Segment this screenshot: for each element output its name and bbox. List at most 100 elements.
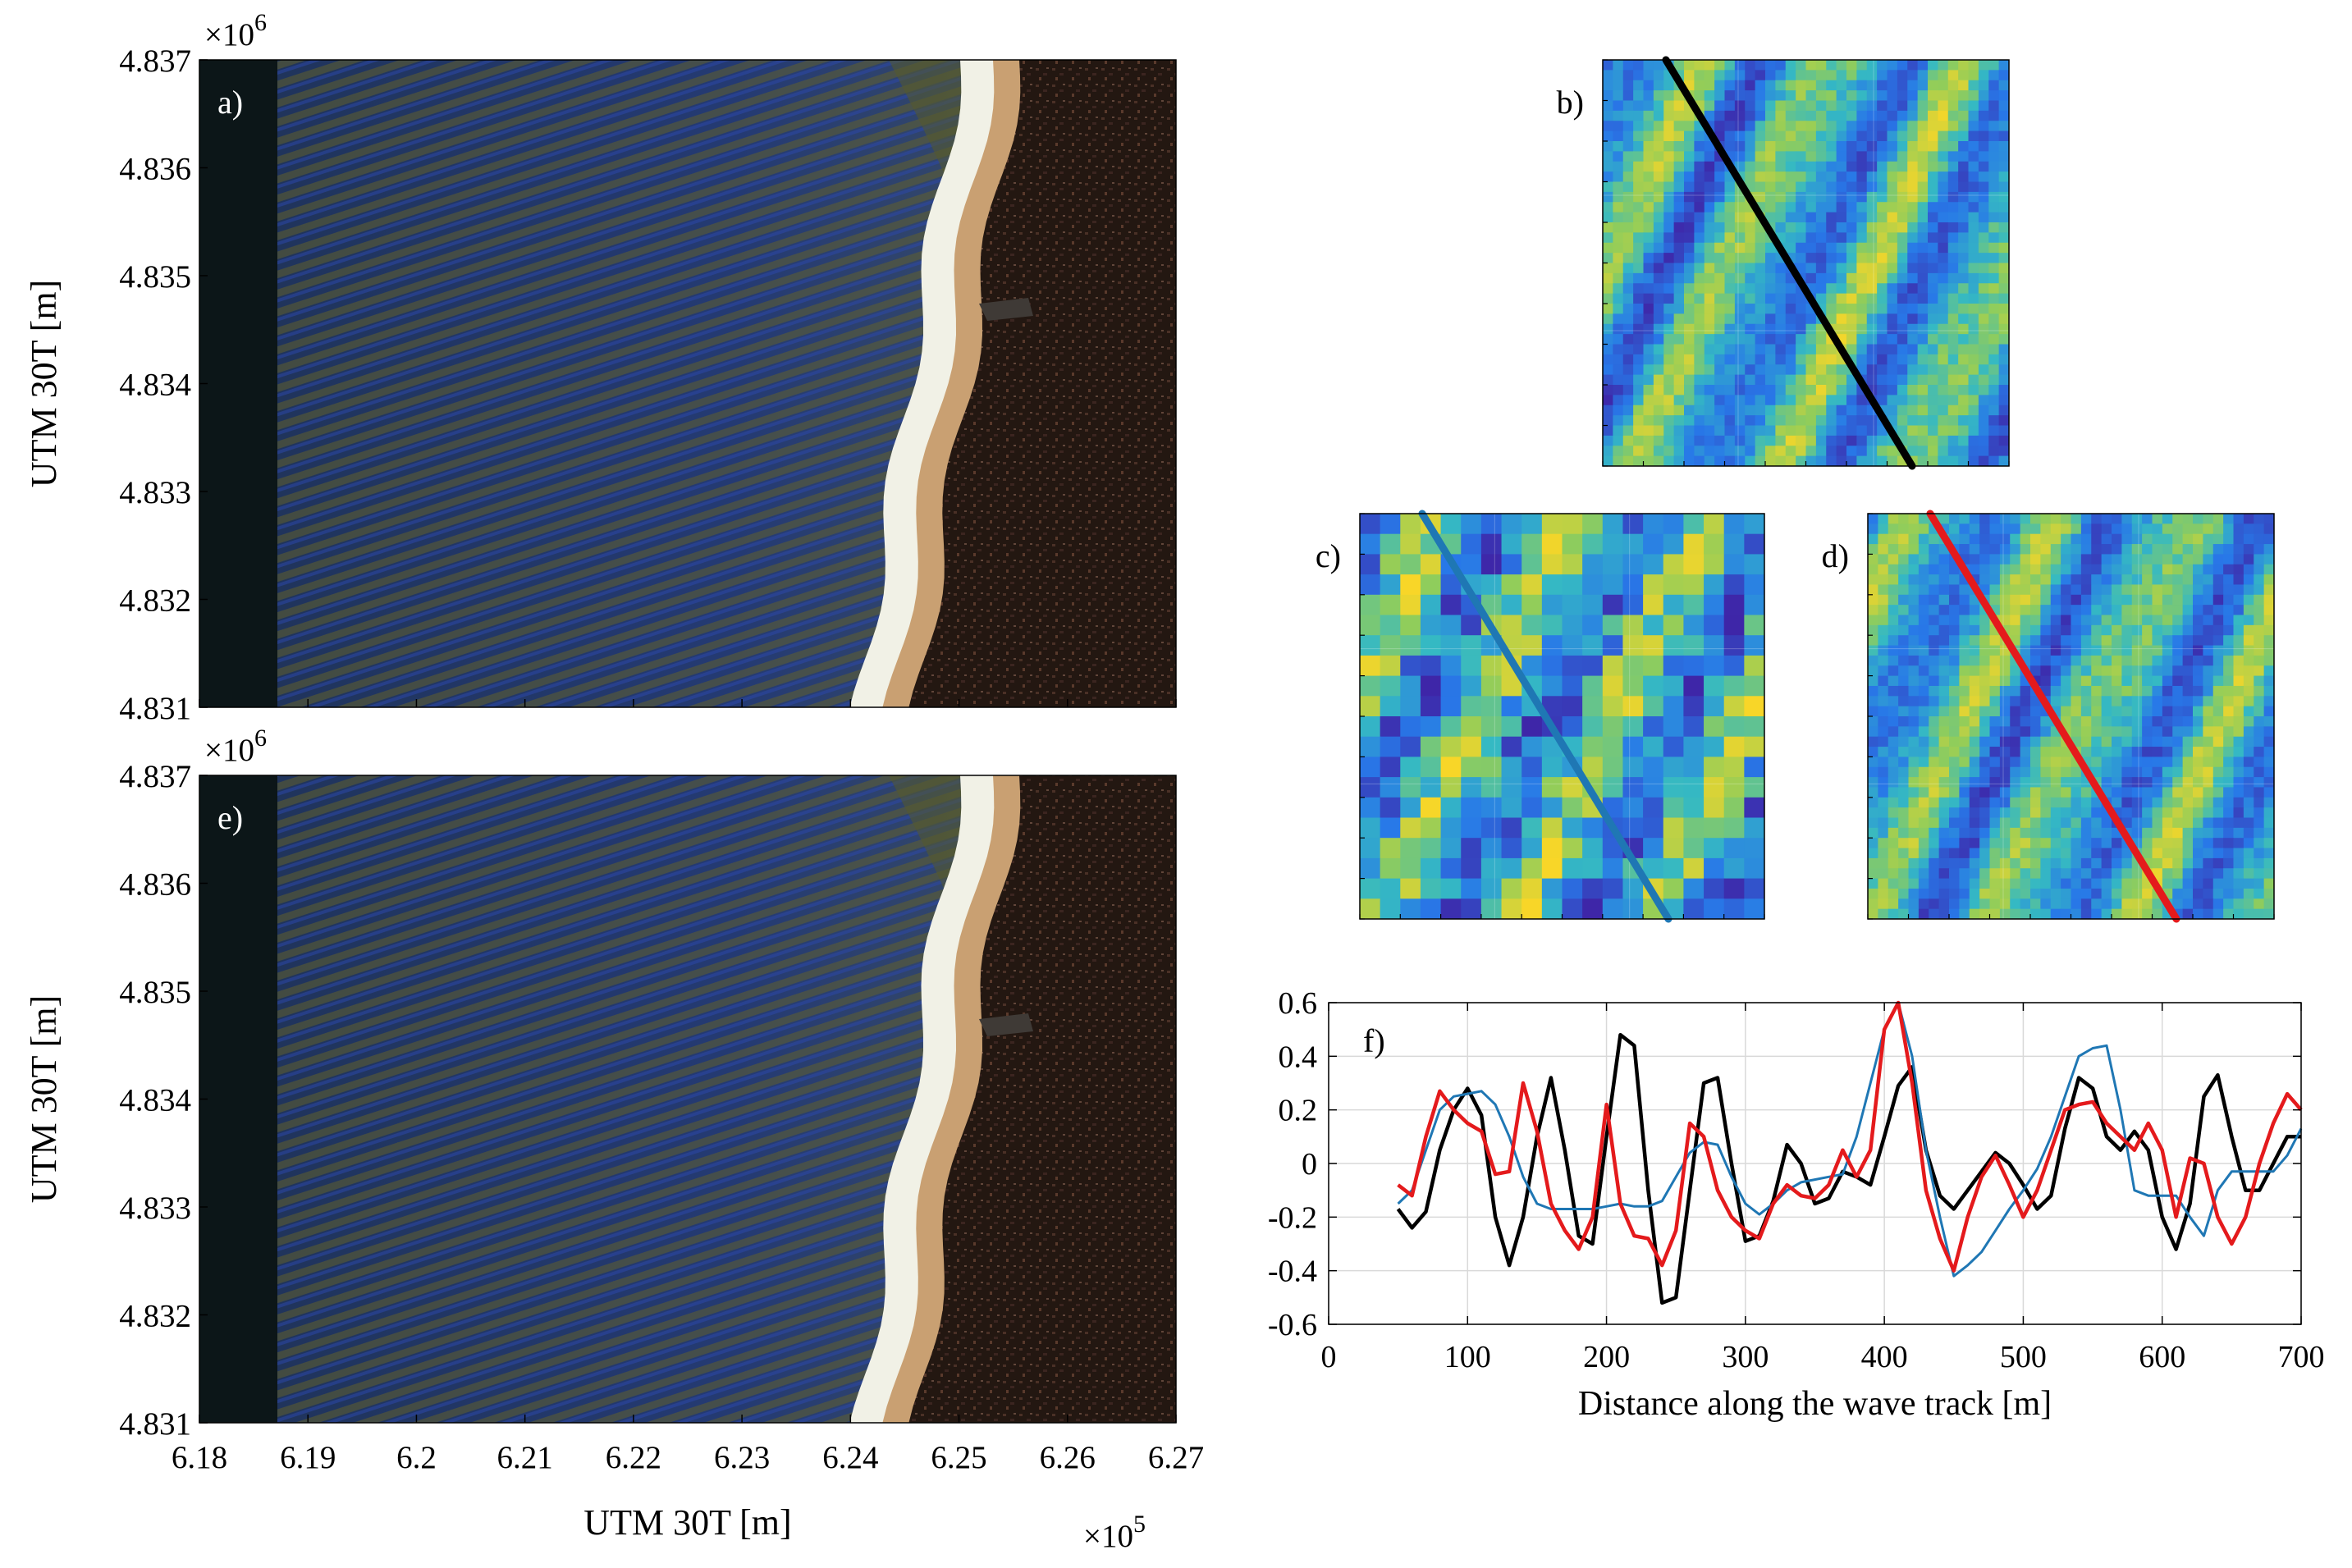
field-cell: [1878, 706, 1889, 717]
field-cell: [1683, 878, 1705, 899]
field-cell: [1969, 685, 1980, 697]
field-cell: [1714, 344, 1726, 355]
field-cell: [1562, 533, 1583, 555]
field-cell: [1958, 323, 1970, 335]
field-cell: [1938, 655, 1950, 666]
field-cell: [1360, 736, 1381, 757]
field-cell: [2182, 857, 2194, 869]
field-cell: [1978, 161, 1989, 172]
field-cell: [2162, 645, 2173, 656]
field-cell: [1684, 151, 1695, 162]
field-cell: [2223, 564, 2235, 575]
field-cell: [2080, 675, 2092, 687]
nodata-strip: [199, 60, 277, 707]
field-cell: [1846, 263, 1857, 274]
field-cell: [1622, 222, 1634, 233]
field-cell: [1918, 888, 1929, 899]
field-cell: [2121, 777, 2133, 789]
field-cell: [1887, 70, 1898, 81]
field-cell: [1785, 323, 1796, 335]
field-cell: [2131, 514, 2143, 524]
field-cell: [1765, 385, 1776, 395]
field-cell: [1805, 272, 1817, 284]
field-cell: [2061, 827, 2072, 839]
field-cell: [1958, 354, 1970, 365]
field-cell: [2101, 817, 2112, 829]
field-cell: [2030, 564, 2041, 575]
field-cell: [1613, 415, 1624, 427]
field-cell: [2142, 523, 2153, 535]
field-cell: [1969, 624, 1980, 636]
field-cell: [2050, 675, 2061, 687]
field-cell: [1868, 624, 1878, 636]
field-cell: [1613, 202, 1624, 213]
field-cell: [1380, 817, 1401, 839]
field-cell: [2233, 827, 2244, 839]
field-cell: [1878, 777, 1889, 789]
field-cell: [1877, 70, 1888, 81]
field-cell: [1704, 212, 1715, 223]
field-cell: [2243, 827, 2254, 839]
field-cell: [1929, 797, 1940, 808]
field-cell: [1928, 334, 1938, 345]
field-cell: [1815, 405, 1827, 416]
field-cell: [1694, 60, 1705, 71]
field-cell: [1998, 415, 2009, 427]
field-cell: [2142, 797, 2153, 808]
field-cell: [2112, 655, 2122, 666]
field-cell: [1949, 726, 1960, 738]
field-cell: [1917, 334, 1929, 345]
field-cell: [1603, 202, 1613, 213]
field-cell: [1929, 726, 1940, 738]
field-cell: [1541, 514, 1563, 535]
field-cell: [1765, 181, 1776, 193]
field-cell: [1928, 161, 1938, 172]
field-cell: [1622, 455, 1634, 466]
field-cell: [1734, 202, 1746, 213]
field-cell: [1360, 533, 1381, 555]
field-cell: [1755, 304, 1766, 314]
field-cell: [1653, 304, 1664, 314]
field-cell: [1979, 624, 1991, 636]
field-cell: [2112, 696, 2122, 707]
field-cell: [2101, 766, 2112, 778]
field-cell: [1704, 757, 1725, 778]
field-cell: [2142, 766, 2153, 778]
field-cell: [1602, 757, 1624, 778]
field-cell: [1999, 675, 2011, 687]
field-cell: [1958, 242, 1970, 254]
field-cell: [1673, 374, 1685, 386]
field-cell: [1796, 191, 1807, 203]
field-cell: [1947, 334, 1959, 345]
field-cell: [2061, 908, 2072, 919]
field-cell: [1480, 777, 1503, 798]
field-cell: [1603, 80, 1613, 91]
field-cell: [2223, 878, 2235, 889]
field-cell: [2193, 726, 2203, 738]
field-cell: [2203, 757, 2214, 768]
field-cell: [2080, 726, 2092, 738]
field-cell: [2193, 838, 2203, 849]
field-cell: [1796, 121, 1807, 132]
field-cell: [1908, 827, 1920, 839]
field-cell: [1888, 908, 1899, 919]
field-cell: [1928, 446, 1938, 457]
field-cell: [2080, 554, 2092, 565]
field-cell: [1653, 130, 1664, 142]
field-cell: [1866, 323, 1878, 335]
field-cell: [2121, 757, 2133, 768]
wave-track-line: [1662, 56, 1916, 470]
field-cell: [1602, 615, 1624, 636]
field-cell: [1947, 100, 1959, 112]
field-cell: [2172, 726, 2184, 738]
field-cell: [2040, 533, 2052, 545]
field-cell: [1989, 766, 2001, 778]
field-cell: [1958, 374, 1970, 386]
field-cell: [2080, 615, 2092, 626]
field-cell: [1805, 354, 1817, 365]
field-cell: [2193, 523, 2203, 535]
field-cell: [1673, 151, 1685, 162]
field-cell: [1918, 655, 1929, 666]
field-cell: [1988, 323, 2000, 335]
field-cell: [1846, 455, 1857, 466]
